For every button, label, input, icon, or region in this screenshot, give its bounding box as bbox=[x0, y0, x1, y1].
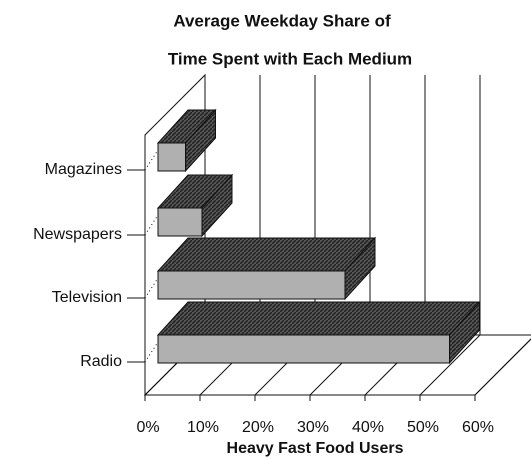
y-tick-label: Television bbox=[52, 289, 122, 306]
y-tick-label: Magazines bbox=[45, 161, 122, 178]
bar-top bbox=[156, 301, 481, 336]
x-tick-label: 20% bbox=[242, 419, 274, 436]
x-tick-label: 0% bbox=[136, 419, 159, 436]
grid-line bbox=[419, 334, 481, 396]
x-tick-label: 50% bbox=[407, 419, 439, 436]
tick-guide bbox=[144, 214, 159, 236]
bar-top bbox=[156, 237, 377, 272]
chart-title: Time Spent with Each Medium bbox=[168, 49, 412, 68]
tick-guide bbox=[144, 149, 159, 171]
tick-guide bbox=[144, 341, 159, 363]
y-tick-label: Radio bbox=[80, 353, 122, 370]
y-tick-label: Newspapers bbox=[33, 226, 122, 243]
bar bbox=[157, 142, 186, 172]
chart-title: Average Weekday Share of bbox=[173, 11, 391, 30]
x-tick-label: 40% bbox=[352, 419, 384, 436]
tick-guide bbox=[144, 277, 159, 299]
bar bbox=[157, 270, 346, 300]
x-axis-label: Heavy Fast Food Users bbox=[227, 440, 404, 457]
x-tick-label: 30% bbox=[297, 419, 329, 436]
x-tick-label: 10% bbox=[187, 419, 219, 436]
bar bbox=[157, 207, 203, 237]
grid-line bbox=[474, 338, 531, 396]
bar bbox=[157, 334, 450, 364]
x-tick-label: 60% bbox=[462, 419, 494, 436]
